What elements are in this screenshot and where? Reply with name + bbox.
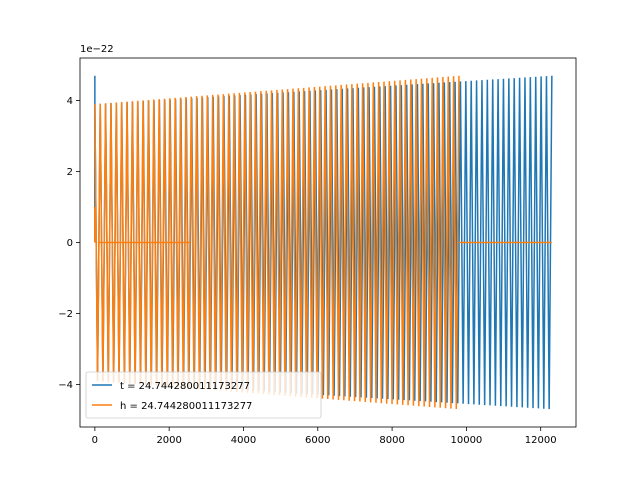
y-tick-label: 4 — [67, 96, 73, 107]
series-h — [94, 75, 552, 410]
x-tick-label: 10000 — [450, 435, 482, 446]
x-tick-label: 6000 — [305, 435, 330, 446]
legend: t = 24.744280011173277 h = 24.74428001117… — [85, 371, 322, 419]
y-tick-label: 0 — [67, 238, 73, 249]
x-tick-label: 12000 — [525, 435, 557, 446]
y-tick-label: −2 — [58, 309, 73, 320]
legend-label: h = 24.744280011173277 — [120, 401, 252, 412]
series-line — [94, 75, 460, 410]
y-tick-label: −4 — [58, 380, 73, 391]
x-tick-label: 8000 — [379, 435, 404, 446]
legend-box — [85, 371, 322, 419]
plot-area — [94, 75, 553, 410]
axes: 0 2000 4000 6000 8000 10000 12000 −4 −2 0 2 4 — [58, 57, 577, 446]
x-tick-label: 4000 — [231, 435, 256, 446]
x-tick-label: 2000 — [156, 435, 181, 446]
y-tick-label: 2 — [67, 167, 73, 178]
y-offset-text: 1e−22 — [80, 44, 114, 55]
legend-label: t = 24.744280011173277 — [120, 381, 250, 392]
x-tick-label: 0 — [92, 435, 98, 446]
